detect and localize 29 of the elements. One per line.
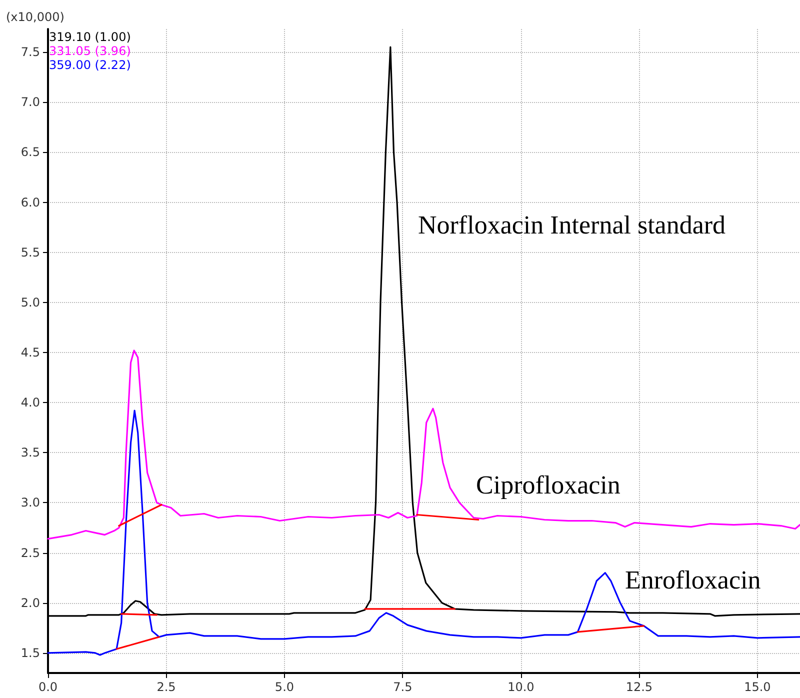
y-tick-label: 5.0 [20,295,40,310]
text: 359.00 (2.22) [49,58,131,72]
annotation: Ciprofloxacin [476,470,620,500]
y-tick-label: 4.0 [20,396,40,410]
x-tick-label: 15.0 [744,680,771,694]
x-tick-label: 2.5 [156,680,176,694]
y-tick-label: 2.5 [20,546,40,560]
x-tick-label: 12.5 [626,680,653,694]
x-tick-label: 7.5 [393,680,412,694]
y-tick-label: 1.5 [20,646,40,660]
y-tick-label: 3.0 [20,496,40,510]
text: 319.10 (1.00) [49,30,131,44]
line-series [47,410,800,656]
y-tick-label: 5.5 [20,245,40,260]
annotation: Norfloxacin Internal standard [418,210,726,240]
y-axis-title: (x10,000) [6,10,64,24]
y-tick-label: 6.5 [20,145,40,160]
y-tick-label: 7.0 [20,95,40,110]
annotation: Enrofloxacin [625,566,761,594]
y-tick-label: 3.5 [20,446,40,460]
x-tick-label: 0.0 [38,680,58,694]
line-series [47,350,800,540]
y-tick-label: 2.0 [20,596,40,610]
y-tick-label: 6.0 [20,195,40,210]
y-tick-label: 7.5 [20,45,40,60]
y-tick-label: 4.5 [20,346,40,360]
x-tick-label: 10.0 [508,680,534,694]
x-tick-label: 5.0 [274,680,294,694]
text: 331.05 (3.96) [49,44,131,58]
